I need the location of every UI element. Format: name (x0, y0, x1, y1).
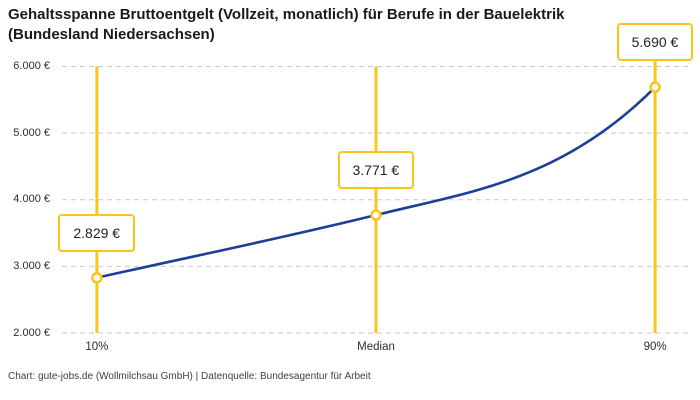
y-tick-label: 3.000 € (13, 259, 50, 272)
y-tick-label: 6.000 € (13, 60, 50, 72)
value-callout-10%: 2.829 € (58, 213, 136, 252)
x-axis-label-Median: Median (357, 341, 395, 353)
data-point-marker-90% (649, 81, 661, 93)
chart-title: Gehaltsspanne Bruttoentgelt (Vollzeit, m… (8, 6, 565, 43)
data-point-marker-10% (91, 272, 103, 284)
y-tick-label: 5.000 € (13, 126, 50, 139)
x-axis-label-90%: 90% (643, 341, 667, 353)
x-axis-label-10%: 10% (85, 341, 109, 353)
y-tick-label: 2.000 € (13, 326, 50, 339)
salary-curve (95, 85, 657, 280)
y-tick-label: 4.000 € (13, 193, 50, 206)
chart-source: Chart: gute-jobs.de (Wollmilchsau GmbH) … (8, 371, 371, 382)
data-point-marker-Median (370, 209, 382, 221)
value-callout-Median: 3.771 € (337, 151, 415, 189)
